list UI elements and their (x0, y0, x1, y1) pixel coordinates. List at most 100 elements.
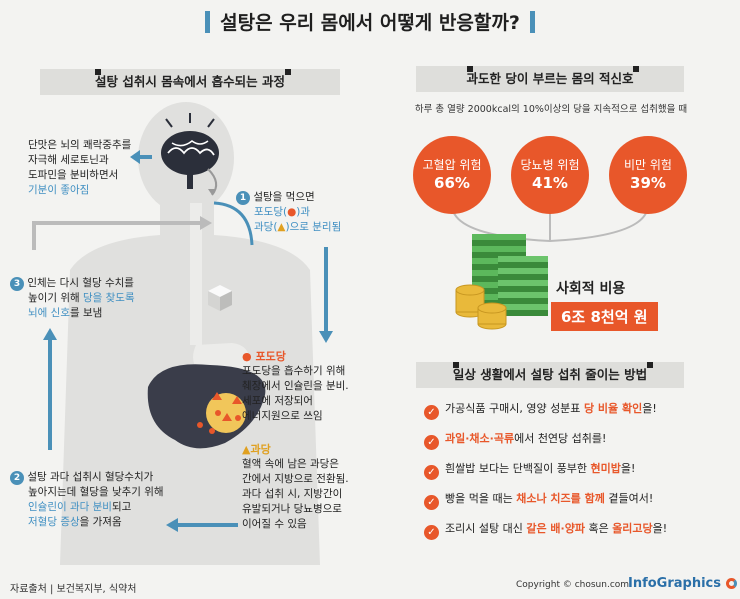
step1-fructose-text: 과당( (254, 221, 278, 233)
risk-value: 66% (434, 174, 470, 192)
step1-line1: 설탕을 먹으면 (253, 191, 315, 203)
step2-line1: 설탕 과다 섭취시 혈당수치가 (27, 471, 154, 483)
glucose-line: 포도당을 흡수하기 위해 (242, 365, 346, 377)
tip-item: ✓ 가공식품 구매시, 영양 성분표 당 비율 확인을! (424, 401, 667, 420)
liver-icon (147, 364, 266, 449)
title-text: 설탕은 우리 몸에서 어떻게 반응할까? (220, 12, 520, 34)
tip-highlight: 현미밥 (590, 462, 621, 475)
tip-highlight: 채소나 치즈를 함께 (516, 492, 605, 505)
step3-line1: 인체는 다시 혈당 수치를 (27, 277, 134, 289)
infographics-logo: InfoGraphics (628, 576, 737, 591)
check-icon: ✓ (424, 525, 439, 540)
risk-circle-hypertension: 고혈압 위험 66% (413, 136, 491, 214)
page-title: 설탕은 우리 몸에서 어떻게 반응할까? (0, 8, 740, 35)
risk-label: 비만 위험 (624, 158, 672, 172)
risk-value: 41% (532, 174, 568, 192)
risk-circle-diabetes: 당뇨병 위험 41% (511, 136, 589, 214)
step2-line3: 되고 (111, 501, 132, 513)
sugar-cube-icon (208, 285, 232, 311)
check-icon: ✓ (424, 495, 439, 510)
copyright-text: Copyright © chosun.com (516, 580, 630, 590)
risk-label: 당뇨병 위험 (520, 158, 580, 172)
fructose-line: 혈액 속에 남은 과당은 (242, 458, 339, 470)
absorption-section-heading: 설탕 섭취시 몸속에서 흡수되는 과정 (40, 69, 340, 95)
tip-item: ✓ 과일·채소·곡류에서 천연당 섭취를! (424, 431, 667, 450)
step1-glucose-text: 포도당( (254, 206, 288, 218)
risk-label: 고혈압 위험 (422, 158, 482, 172)
step2-line3-highlight: 인슐린이 과다 분비 (28, 501, 112, 513)
glucose-line: 세포에 저장되어 (242, 395, 313, 407)
fructose-line: 간에서 지방으로 전환됨. (242, 473, 349, 485)
tip-text: 에서 천연당 섭취를! (514, 432, 607, 445)
tip-text: 을! (652, 522, 668, 535)
money-stack-icon (455, 234, 548, 330)
title-bar-right (529, 11, 535, 33)
tip-item: ✓ 조리시 설탕 대신 갈은 배·양파 혹은 올리고당을! (424, 521, 668, 540)
source-text: 자료출처 | 보건복지부, 식약처 (10, 584, 137, 595)
tips-list: ✓ 가공식품 구매시, 영양 성분표 당 비율 확인을! ✓ 과일·채소·곡류에서 … (424, 401, 668, 540)
brain-text-highlight: 기분이 좋아짐 (28, 184, 90, 196)
step1-text: 1 설탕을 먹으면 포도당(●)과 과당(▲)으로 분리됨 (236, 190, 341, 235)
step3-text: 3 인체는 다시 혈당 수치를 높이기 위해 당을 찾도록 뇌에 신호를 보냄 (10, 276, 135, 321)
brain-text-line: 자극해 세로토닌과 (28, 154, 109, 166)
check-icon: ✓ (424, 465, 439, 480)
fructose-label: 과당 (250, 443, 271, 456)
fructose-line: 이어질 수 있음 (242, 518, 307, 530)
tip-text: 가공식품 구매시, 영양 성분표 (445, 402, 584, 415)
fructose-block: ▲과당 혈액 속에 남은 과당은 간에서 지방으로 전환됨. 과다 섭취 시, … (242, 442, 349, 532)
tip-highlight: 올리고당 (612, 522, 653, 535)
risk-section-heading: 과도한 당이 부르는 몸의 적신호 (416, 66, 684, 92)
tip-highlight: 당 비율 확인 (583, 402, 643, 415)
body-illustration (32, 102, 333, 565)
logo-ring-icon (725, 578, 737, 589)
step3-number: 3 (10, 277, 24, 291)
check-icon: ✓ (424, 405, 439, 420)
glucose-line: 에너지원으로 쓰임 (242, 410, 323, 422)
social-cost-label: 사회적 비용 (556, 281, 626, 297)
step2-line4: 을 가져옴 (79, 516, 122, 528)
social-cost-value: 6조 8천억 원 (551, 302, 658, 331)
glucose-marker-icon: ● (242, 350, 252, 363)
brand-text: InfoGraphics (628, 576, 721, 591)
brain-icon (161, 131, 219, 189)
risk-circle-obesity: 비만 위험 39% (609, 136, 687, 214)
glucose-dot-icon: ● (287, 206, 297, 218)
step3-line2-highlight: 당을 찾도록 (79, 292, 135, 304)
step3-line3-highlight: 뇌에 신호 (28, 307, 70, 319)
fructose-triangle-icon: ▲ (277, 221, 286, 233)
tip-text: 흰쌀밥 보다는 단백질이 풍부한 (445, 462, 591, 475)
check-icon: ✓ (424, 435, 439, 450)
glucose-block: ● 포도당 포도당을 흡수하기 위해 췌장에서 인슐린을 분비. 세포에 저장되… (242, 349, 349, 424)
tip-text: 혹은 (584, 522, 613, 535)
fructose-line: 과다 섭취 시, 지방간이 (242, 488, 343, 500)
step3-line3: 를 보냄 (69, 307, 103, 319)
title-bar-left (205, 11, 211, 33)
fructose-line: 유발되거나 당뇨병으로 (242, 503, 342, 515)
tip-item: ✓ 빵을 먹을 때는 채소나 치즈를 함께 곁들여서! (424, 491, 667, 510)
tip-highlight: 과일·채소·곡류 (445, 432, 515, 445)
step2-line2: 높아지는데 혈당을 낮추기 위해 (28, 486, 164, 498)
tip-text: 을! (620, 462, 636, 475)
risk-subtitle: 하루 총 열량 2000kcal의 10%이상의 당을 지속적으로 섭취했을 때 (414, 104, 688, 115)
step1-number: 1 (236, 191, 250, 205)
step3-line2: 높이기 위해 (28, 292, 80, 304)
step2-line4-highlight: 저혈당 증상 (28, 516, 80, 528)
brain-text-line: 도파민을 분비하면서 (28, 169, 119, 181)
tip-text: 조리시 설탕 대신 (445, 522, 527, 535)
brain-text-line: 단맛은 뇌의 쾌락중추를 (28, 139, 132, 151)
tip-item: ✓ 흰쌀밥 보다는 단백질이 풍부한 현미밥을! (424, 461, 667, 480)
glucose-label: 포도당 (255, 350, 286, 363)
tips-section-heading: 일상 생활에서 설탕 섭취 줄이는 방법 (416, 362, 684, 388)
fructose-marker-icon: ▲ (242, 443, 251, 456)
step1-glucose-suffix: )과 (296, 206, 311, 218)
tip-text: 을! (642, 402, 657, 415)
glucose-line: 췌장에서 인슐린을 분비. (242, 380, 349, 392)
tip-text: 곁들여서! (604, 492, 654, 505)
tip-text: 빵을 먹을 때는 (445, 492, 517, 505)
step2-number: 2 (10, 471, 24, 485)
risk-value: 39% (630, 174, 666, 192)
step1-fructose-suffix: )으로 분리됨 (285, 221, 342, 233)
brain-effect-text: 단맛은 뇌의 쾌락중추를 자극해 세로토닌과 도파민을 분비하면서 기분이 좋아… (28, 138, 131, 198)
tip-highlight: 갈은 배·양파 (526, 522, 585, 535)
step2-text: 2 설탕 과다 섭취시 혈당수치가 높아지는데 혈당을 낮추기 위해 인슐린이 … (10, 470, 164, 530)
